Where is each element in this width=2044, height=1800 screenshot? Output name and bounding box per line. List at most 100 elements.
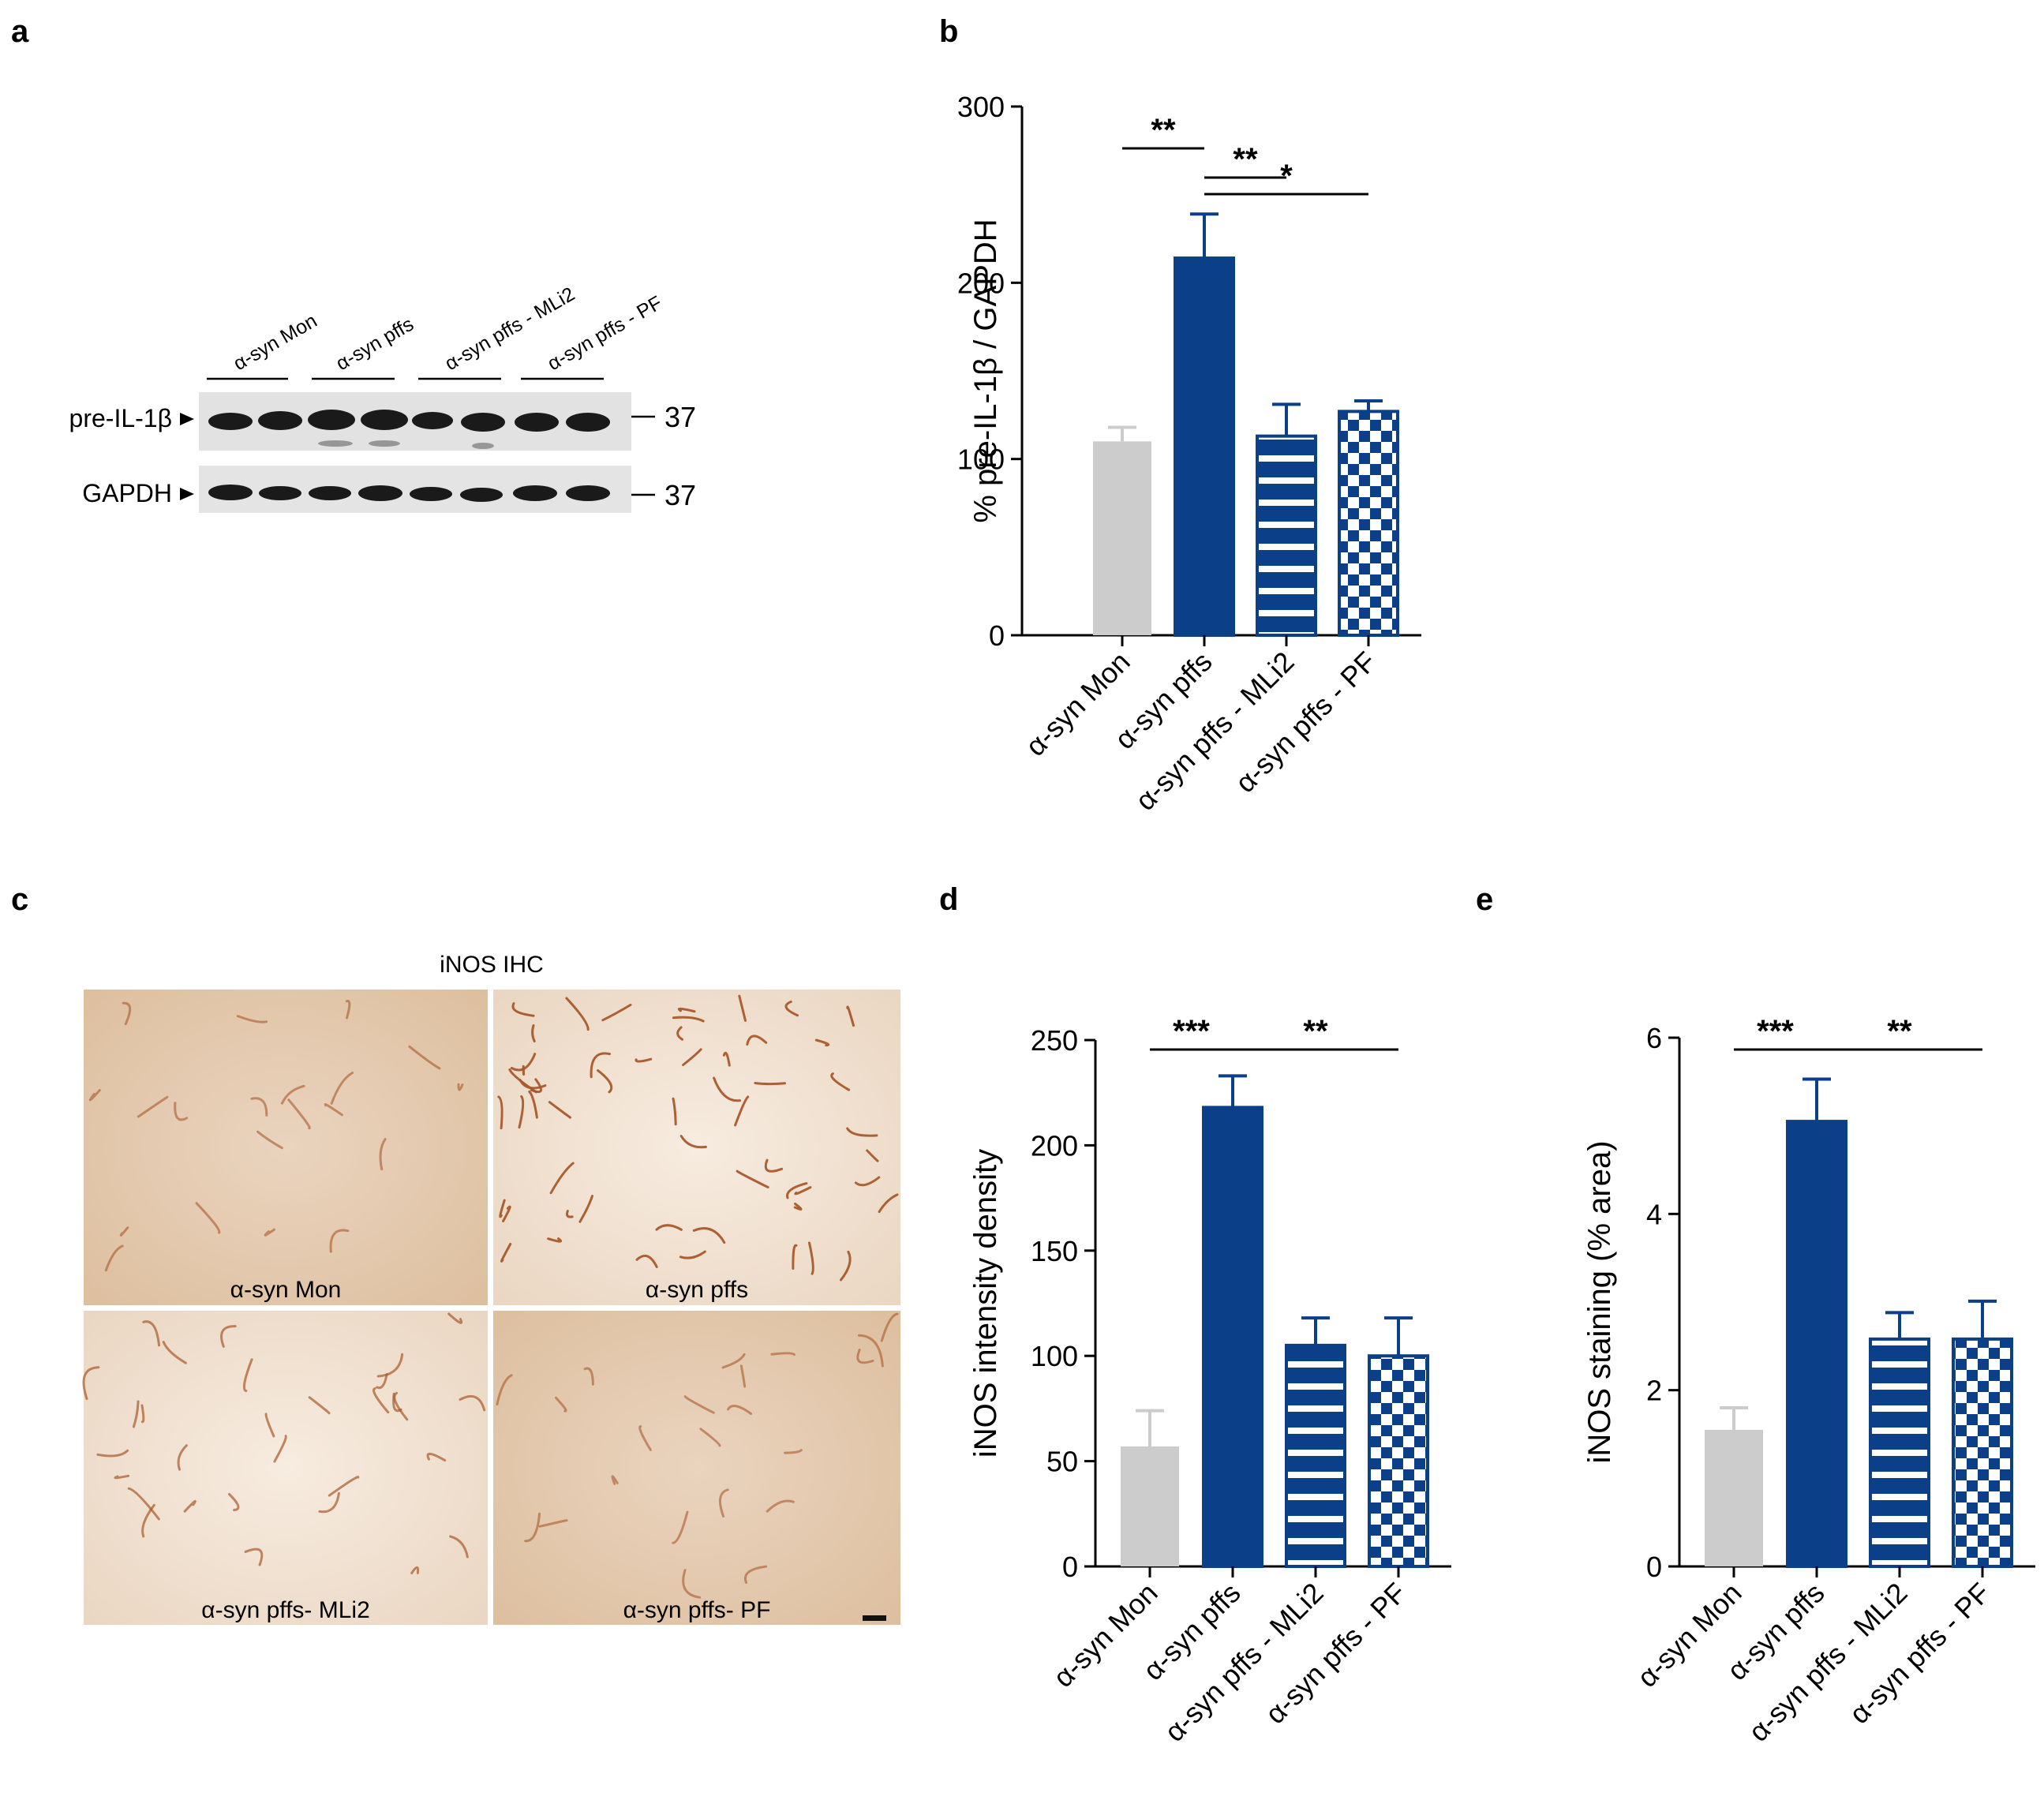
x-tick-label: α-syn pffs - PF <box>1229 646 1383 799</box>
ihc-fiber <box>531 1024 536 1042</box>
x-tick-label: α-syn Mon <box>1630 1577 1747 1693</box>
ihc-fiber <box>183 1499 197 1513</box>
ihc-fiber <box>856 1349 874 1364</box>
ihc-fiber <box>784 1000 799 1017</box>
ihc-fiber <box>457 1083 464 1091</box>
ihc-fiber <box>578 1195 593 1223</box>
ihc-fiber <box>410 1566 420 1574</box>
ihc-fiber <box>764 1158 784 1173</box>
ihc-fiber <box>683 1395 715 1414</box>
bar <box>1174 256 1235 637</box>
bar <box>1121 1446 1179 1566</box>
bar <box>1093 441 1151 635</box>
ihc-fiber <box>324 1103 343 1117</box>
ihc-fiber <box>738 994 747 1022</box>
ihc-title: iNOS IHC <box>440 952 544 978</box>
panel-label-c: c <box>11 882 29 917</box>
ihc-tile-label: α-syn pffs- MLi2 <box>201 1597 370 1623</box>
bar <box>1952 1337 2013 1569</box>
ihc-fiber <box>784 1449 803 1454</box>
ihc-fiber <box>372 1387 390 1414</box>
ihc-fiber <box>635 1057 653 1063</box>
significance-label: *** <box>1173 1014 1210 1049</box>
ihc-fibers <box>82 994 899 1599</box>
ihc-fiber <box>499 1199 506 1218</box>
ihc-fiber <box>96 1449 129 1458</box>
ihc-fiber <box>162 1341 187 1364</box>
significance-label: *** <box>1757 1014 1794 1049</box>
y-tick-label: 300 <box>957 91 1005 123</box>
bar <box>1705 1429 1763 1566</box>
y-tick-label: 6 <box>1646 1022 1662 1054</box>
y-tick-label: 0 <box>1062 1551 1078 1583</box>
ihc-fiber <box>502 1205 511 1222</box>
ihc-tile-label: α-syn Mon <box>230 1277 342 1303</box>
ihc-fiber <box>104 1244 124 1272</box>
y-tick-label: 100 <box>957 443 1005 476</box>
panel-label-d: d <box>939 882 959 917</box>
ihc-fiber <box>854 1176 881 1187</box>
ihc-fiber <box>508 1068 537 1094</box>
ihc-fiber <box>242 1358 253 1393</box>
y-axis-label: iNOS intensity density <box>968 1149 1003 1458</box>
ihc-fiber <box>878 1193 899 1214</box>
ihc-fiber <box>857 1334 884 1368</box>
significance-label: * <box>1280 159 1293 193</box>
ihc-fiber <box>330 1072 354 1105</box>
chart-e: 0 2 4 6 iNOS staining (% area) α-syn Mon α-syn… <box>1582 1014 2035 1748</box>
panel-label-b: b <box>939 14 959 49</box>
bar <box>1202 1106 1263 1568</box>
ihc-fiber <box>718 1488 729 1518</box>
y-tick-label: 250 <box>1031 1024 1078 1057</box>
y-tick-label: 4 <box>1646 1198 1662 1230</box>
x-tick-label: α-syn Mon <box>1019 646 1136 762</box>
ihc-fiber <box>746 1035 768 1046</box>
ihc-fiber <box>220 1325 237 1348</box>
ihc-fiber <box>679 1135 707 1149</box>
ihc-fiber <box>866 1149 879 1162</box>
ihc-fiber <box>808 1241 814 1275</box>
y-tick-label: 0 <box>989 619 1005 652</box>
blot-row-label: GAPDH <box>82 479 172 507</box>
ihc-fiber <box>500 1243 512 1263</box>
ihc-fiber <box>677 1007 696 1013</box>
ihc-fiber <box>672 1016 705 1023</box>
ihc-fiber <box>555 1396 567 1413</box>
ihc-fiber <box>736 1169 769 1188</box>
panel-label-a: a <box>11 14 29 49</box>
ihc-fiber <box>528 1090 538 1119</box>
ihc-fiber <box>548 1101 571 1119</box>
blot-lane-label: α-syn Mon <box>230 309 321 375</box>
ihc-fiber <box>140 1404 145 1424</box>
ihc-fiber <box>328 1476 360 1497</box>
ihc-fiber <box>256 1130 283 1150</box>
ihc-fiber <box>880 1312 899 1342</box>
y-tick-label: 200 <box>957 267 1005 299</box>
significance-label: ** <box>1887 1014 1912 1049</box>
ihc-fiber <box>511 1002 535 1017</box>
ihc-fiber <box>590 1052 611 1079</box>
y-axis-label: % pre-IL-1β / GAPDH <box>968 219 1003 522</box>
ihc-fiber <box>743 1565 768 1584</box>
ihc-fiber <box>721 1353 746 1369</box>
ihc-fiber <box>713 1076 742 1102</box>
ihc-fiber <box>127 1487 160 1521</box>
x-tick-label: α-syn pffs - PF <box>1843 1577 1997 1731</box>
ihc-fiber <box>142 1320 160 1347</box>
mw-marker-label: 37 <box>664 479 696 511</box>
ihc-fiber <box>699 1428 721 1447</box>
ihc-fiber <box>846 1127 878 1137</box>
ihc-fiber <box>447 1312 463 1324</box>
significance-label: ** <box>1233 142 1258 177</box>
blot-lane-label: α-syn pffs <box>332 313 417 375</box>
ihc-fiber <box>679 1250 706 1259</box>
ihc-fiber <box>734 1095 750 1127</box>
ihc-fiber <box>814 1038 830 1047</box>
ihc-fiber <box>792 1244 798 1270</box>
ihc-fiber <box>236 1015 268 1023</box>
y-tick-label: 150 <box>1031 1235 1078 1267</box>
ihc-fiber <box>426 1452 447 1462</box>
ihc-fiber <box>308 1396 331 1415</box>
ihc-fiber <box>565 1210 574 1218</box>
significance-label: ** <box>1151 113 1176 148</box>
